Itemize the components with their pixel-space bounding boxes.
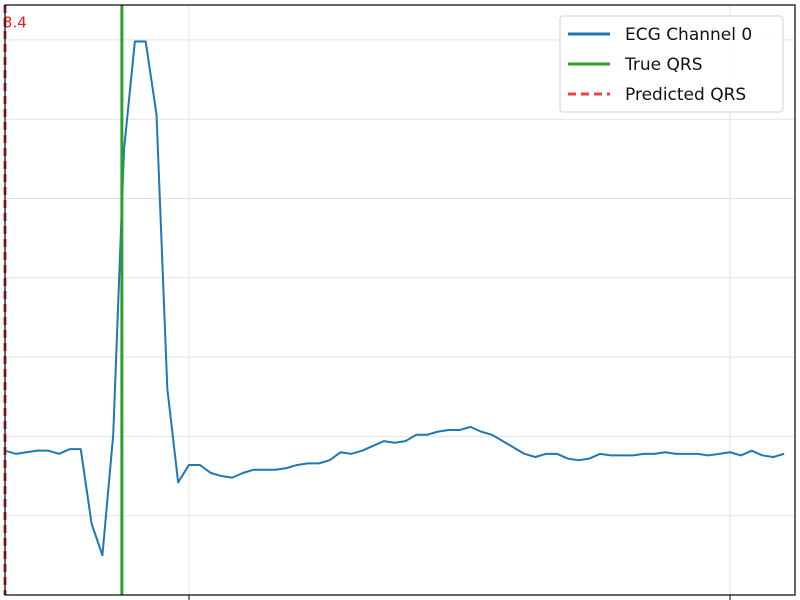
plot-frame: [4, 4, 796, 596]
legend-label: True QRS: [624, 55, 703, 75]
legend: ECG Channel 0 True QRS Predicted QRS: [559, 15, 784, 113]
legend-label: ECG Channel 0: [625, 25, 752, 45]
legend-label: Predicted QRS: [625, 85, 746, 105]
legend-box: [559, 15, 784, 113]
annotation: 3.4: [3, 14, 27, 32]
data-line: [4, 40, 785, 557]
